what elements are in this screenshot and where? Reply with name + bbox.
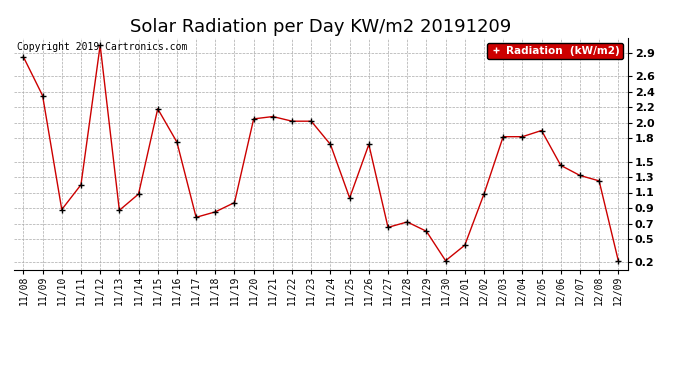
Title: Solar Radiation per Day KW/m2 20191209: Solar Radiation per Day KW/m2 20191209 <box>130 18 511 36</box>
Legend: Radiation  (kW/m2): Radiation (kW/m2) <box>487 43 622 59</box>
Text: Copyright 2019 Cartronics.com: Copyright 2019 Cartronics.com <box>17 42 187 52</box>
